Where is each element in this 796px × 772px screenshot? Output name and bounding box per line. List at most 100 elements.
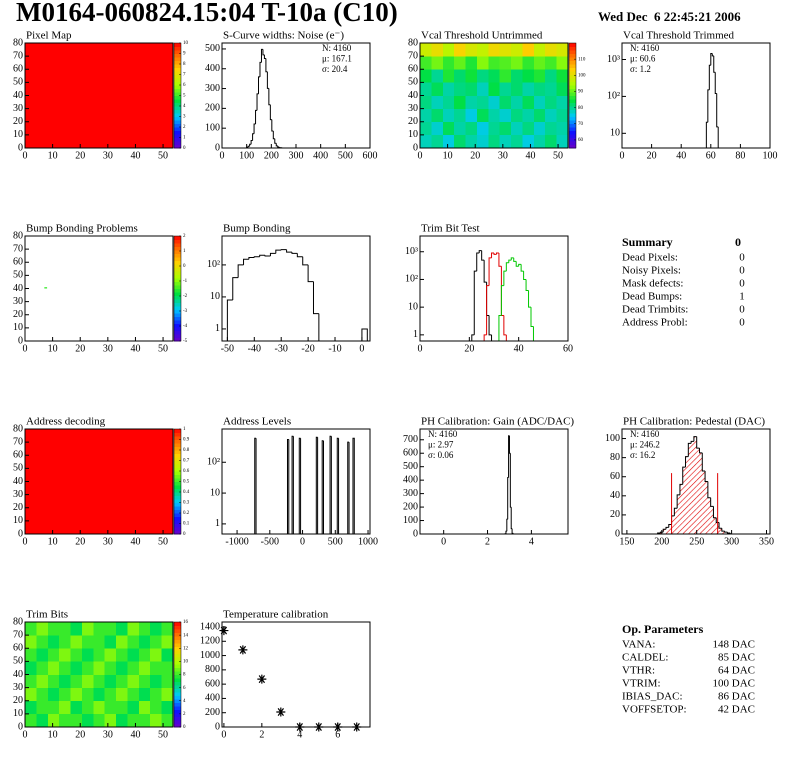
heat-cell bbox=[47, 687, 60, 702]
chart-title: PH Calibration: Gain (ADC/DAC) bbox=[421, 416, 574, 428]
colorbar-label: 0.2 bbox=[183, 511, 190, 516]
heat-cell bbox=[59, 713, 71, 728]
colorbar-slice bbox=[174, 699, 181, 703]
heat-cell bbox=[104, 713, 117, 728]
y-tick-label: 0 bbox=[18, 142, 23, 153]
heat-cell bbox=[454, 121, 466, 136]
histogram-bin bbox=[523, 271, 527, 280]
x-tick-label: 200 bbox=[264, 150, 279, 161]
x-tick-label: 20 bbox=[75, 536, 85, 547]
colorbar-label: 6 bbox=[183, 686, 186, 691]
y-tick-label: 20 bbox=[13, 502, 23, 513]
histogram-bin bbox=[503, 315, 507, 336]
y-tick-label: 40 bbox=[610, 490, 620, 501]
colorbar-slice bbox=[174, 264, 181, 268]
heat-cell bbox=[116, 713, 128, 728]
y-tick-label: 20 bbox=[13, 116, 23, 127]
y-tick-label: 40 bbox=[13, 476, 23, 487]
colorbar-slice bbox=[174, 278, 181, 282]
colorbar-slice bbox=[174, 713, 181, 717]
colorbar-slice bbox=[174, 443, 181, 447]
histogram-bin bbox=[265, 58, 268, 73]
heat-cell bbox=[488, 43, 500, 57]
y-tick-label: 800 bbox=[205, 664, 220, 675]
heat-cell bbox=[522, 56, 535, 70]
bar-fill bbox=[702, 471, 706, 534]
y-tick-label: 100 bbox=[205, 122, 220, 133]
heat-cell bbox=[476, 121, 489, 136]
y-tick-label: 10² bbox=[607, 91, 620, 102]
heat-cell bbox=[465, 56, 478, 70]
x-tick-label: 200 bbox=[654, 536, 669, 547]
colorbar-label: 0.5 bbox=[183, 480, 190, 485]
colorbar-slice bbox=[174, 478, 181, 482]
histogram-bin bbox=[268, 88, 271, 106]
stats-line: σ: 20.4 bbox=[322, 64, 348, 74]
bar-fill bbox=[707, 497, 711, 534]
page-title: M0164-060824.15:04 T-10a (C10) bbox=[16, 0, 398, 27]
heat-cell bbox=[161, 713, 174, 728]
heat-cell bbox=[556, 82, 569, 96]
x-tick-label: 0 bbox=[359, 343, 364, 354]
colorbar-slice bbox=[174, 643, 181, 647]
x-tick-label: 0 bbox=[23, 150, 28, 161]
y-tick-label: 30 bbox=[408, 103, 418, 114]
histogram-bin bbox=[510, 257, 514, 261]
x-tick-label: 40 bbox=[514, 343, 524, 354]
colorbar-slice bbox=[174, 120, 181, 124]
heat-cell bbox=[150, 622, 162, 636]
colorbar-label: 110 bbox=[578, 57, 586, 62]
heat-cell bbox=[25, 661, 37, 675]
heat-cell bbox=[161, 635, 174, 649]
heat-cell bbox=[47, 700, 60, 715]
stats-line: μ: 2.97 bbox=[428, 440, 454, 450]
heat-cell bbox=[93, 635, 105, 649]
colorbar-label: 1 bbox=[183, 249, 186, 254]
y-tick-label: 1000 bbox=[200, 650, 220, 661]
colorbar-label: 5 bbox=[183, 94, 186, 99]
summary-label: Dead Bumps: bbox=[622, 291, 682, 303]
colorbar-slice bbox=[569, 106, 576, 110]
heat-cell bbox=[81, 648, 94, 662]
heat-cell bbox=[36, 648, 49, 662]
heat-cell bbox=[431, 134, 444, 149]
histogram-bin bbox=[718, 522, 722, 529]
colorbar-slice bbox=[174, 432, 181, 437]
histogram-bin bbox=[271, 119, 274, 132]
colorbar-slice bbox=[174, 271, 181, 275]
heat-cell bbox=[556, 43, 569, 57]
parameter-value: 86 DAC bbox=[718, 691, 755, 703]
heat-cell bbox=[431, 56, 444, 70]
colorbar-label: 0.8 bbox=[183, 448, 190, 453]
heat-cell bbox=[44, 287, 48, 289]
heat-cell bbox=[420, 56, 432, 70]
colorbar-label: -3 bbox=[183, 309, 188, 314]
heat-cell bbox=[36, 622, 49, 636]
colorbar-label: 0.6 bbox=[183, 469, 190, 474]
histogram-bin bbox=[329, 435, 332, 534]
colorbar-slice bbox=[569, 134, 576, 138]
heat-cell bbox=[431, 82, 444, 96]
y-tick-label: 0 bbox=[413, 142, 418, 153]
x-tick-label: 20 bbox=[75, 150, 85, 161]
y-tick-label: 10 bbox=[408, 301, 418, 312]
stats-line: μ: 167.1 bbox=[322, 54, 352, 64]
colorbar-slice bbox=[174, 516, 181, 521]
colorbar-slice bbox=[174, 67, 181, 72]
parameter-label: VTHR: bbox=[622, 665, 655, 677]
heat-cell bbox=[556, 95, 569, 109]
colorbar-label: 9 bbox=[183, 52, 186, 57]
stats-line: N: 4160 bbox=[428, 429, 458, 439]
histogram-bin bbox=[491, 252, 494, 258]
heat-cell bbox=[499, 108, 512, 123]
heat-cell bbox=[556, 134, 569, 149]
heat-cell bbox=[442, 108, 455, 123]
colorbar-slice bbox=[174, 274, 181, 279]
histogram-bin bbox=[254, 437, 257, 534]
histogram-bin bbox=[726, 532, 731, 534]
histogram-bin bbox=[710, 53, 713, 66]
chart-title: Trim Bit Test bbox=[421, 223, 480, 235]
histogram-bin bbox=[269, 252, 276, 256]
x-tick-label: 0 bbox=[23, 729, 28, 740]
colorbar-slice bbox=[569, 85, 576, 89]
